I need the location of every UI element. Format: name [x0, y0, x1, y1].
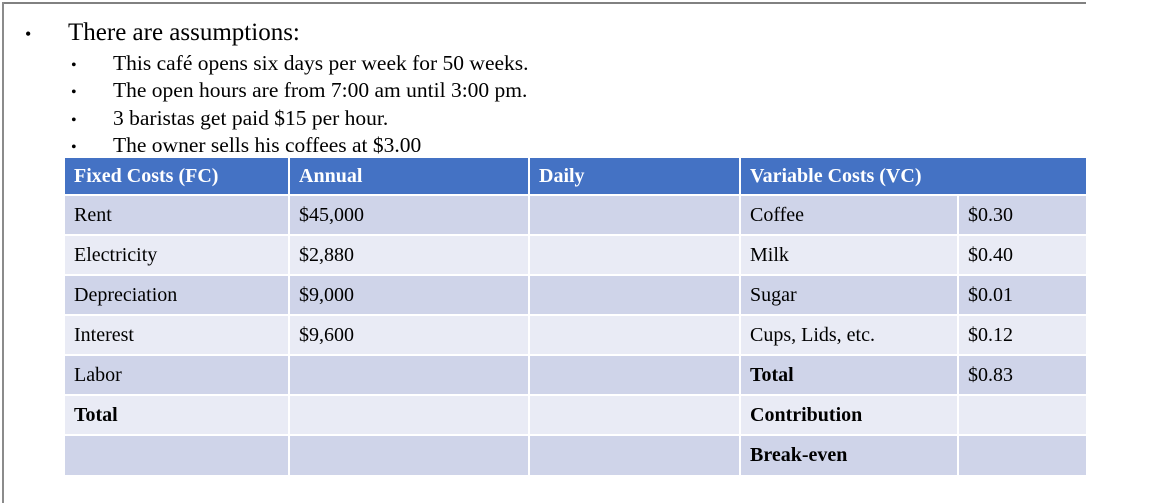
cell-vc-value: $0.30: [956, 194, 1087, 236]
table-row: Total Contribution: [65, 394, 1087, 436]
table-row: Electricity $2,880 Milk $0.40: [65, 234, 1087, 276]
cell-vc-name: Cups, Lids, etc.: [739, 314, 959, 356]
table-row: Rent $45,000 Coffee $0.30: [65, 194, 1087, 236]
cell-contribution-label: Contribution: [739, 394, 959, 436]
bullet-icon: •: [71, 84, 77, 102]
cell-fc-name: Labor: [65, 354, 290, 396]
cell-fc-daily: [528, 274, 741, 316]
cell-fc-name: Rent: [65, 194, 290, 236]
bullet-icon: •: [71, 139, 77, 157]
cell-vc-value: $0.40: [956, 234, 1087, 276]
cell-fc-daily: [528, 394, 741, 436]
cell-fc-daily: [528, 354, 741, 396]
cell-fc-total-label: Total: [65, 394, 290, 436]
list-item-text: 3 baristas get paid $15 per hour.: [113, 105, 389, 130]
header-fixed-costs: Fixed Costs (FC): [65, 158, 290, 196]
cell-fc-name: Depreciation: [65, 274, 290, 316]
assumptions-list: • There are assumptions: • This café ope…: [0, 16, 1120, 161]
cell-fc-name: [65, 434, 290, 475]
slide-border-top: [2, 2, 1086, 4]
table-row: Interest $9,600 Cups, Lids, etc. $0.12: [65, 314, 1087, 356]
header-variable-costs: Variable Costs (VC): [738, 158, 1087, 196]
list-item-text: There are assumptions:: [68, 19, 300, 46]
list-item: • The owner sells his coffees at $3.00: [0, 133, 1120, 160]
cell-fc-name: Interest: [65, 314, 290, 356]
cell-fc-annual: $9,000: [288, 274, 530, 316]
cell-contribution-value: [956, 394, 1087, 436]
cell-fc-daily: [528, 314, 741, 356]
costs-table-container: Fixed Costs (FC) Annual Daily Variable C…: [65, 158, 1087, 475]
header-daily: Daily: [528, 158, 741, 196]
bullet-icon: •: [71, 111, 77, 129]
slide-border-left: [2, 2, 4, 503]
cell-fc-daily: [528, 194, 741, 236]
cell-fc-annual: [288, 434, 530, 475]
table-row: Labor Total $0.83: [65, 354, 1087, 396]
cell-vc-total-label: Total: [739, 354, 959, 396]
table-row: Depreciation $9,000 Sugar $0.01: [65, 274, 1087, 316]
cell-fc-name: Electricity: [65, 234, 290, 276]
bullet-icon: •: [25, 24, 32, 44]
list-item-title: • There are assumptions:: [0, 16, 1120, 51]
cell-fc-annual: $2,880: [288, 234, 530, 276]
cell-fc-daily: [528, 434, 741, 475]
cell-fc-annual: $45,000: [288, 194, 530, 236]
list-item-text: This café opens six days per week for 50…: [113, 51, 529, 75]
list-item-text: The owner sells his coffees at $3.00: [113, 133, 422, 158]
list-item: • The open hours are from 7:00 am until …: [0, 78, 1120, 105]
cell-fc-daily: [528, 234, 741, 276]
cell-vc-name: Milk: [739, 234, 959, 276]
table-row: Break-even: [65, 434, 1087, 475]
list-item-text: The open hours are from 7:00 am until 3:…: [113, 78, 528, 103]
cell-vc-value: $0.12: [956, 314, 1087, 356]
header-annual: Annual: [288, 158, 530, 196]
list-item: • This café opens six days per week for …: [0, 51, 1120, 78]
cell-breakeven-value: [956, 434, 1087, 475]
cell-fc-annual: $9,600: [288, 314, 530, 356]
table-header-row: Fixed Costs (FC) Annual Daily Variable C…: [65, 158, 1087, 196]
costs-table: Fixed Costs (FC) Annual Daily Variable C…: [65, 158, 1087, 475]
cell-vc-name: Coffee: [739, 194, 959, 236]
cell-vc-value: $0.01: [956, 274, 1087, 316]
bullet-icon: •: [71, 57, 77, 74]
cell-vc-name: Sugar: [739, 274, 959, 316]
cell-fc-annual: [288, 394, 530, 436]
cell-vc-total-value: $0.83: [956, 354, 1087, 396]
cell-fc-annual: [288, 354, 530, 396]
list-item: • 3 baristas get paid $15 per hour.: [0, 106, 1120, 133]
cell-breakeven-label: Break-even: [739, 434, 959, 475]
